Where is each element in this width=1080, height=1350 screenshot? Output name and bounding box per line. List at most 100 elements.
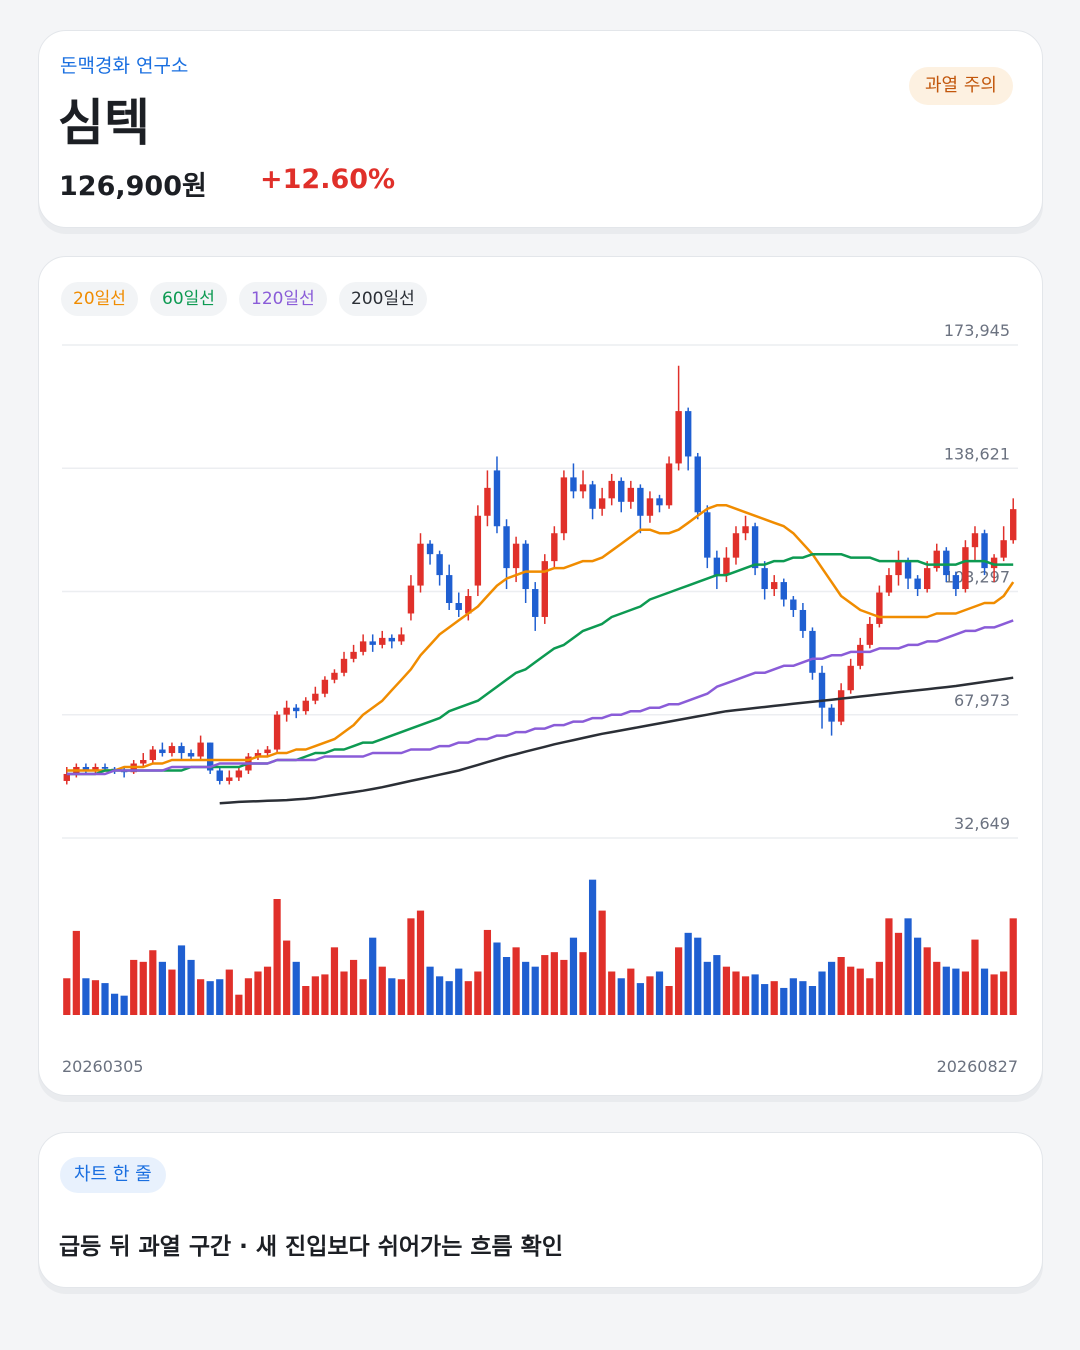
volume-bar [837,957,845,1015]
candle-body [159,749,166,754]
volume-bar [139,961,147,1015]
volume-bar [780,987,788,1015]
legend-item[interactable]: 60일선 [150,282,227,316]
candle-body [426,543,434,555]
volume-bar [646,976,654,1015]
candle-body [981,533,988,569]
volume-bar [617,978,625,1015]
candle-body [627,487,635,502]
volume-bar [321,974,329,1015]
volume-bar [502,957,511,1015]
candle-body [962,547,969,590]
volume-bar [990,974,998,1015]
volume-bar [120,995,128,1015]
volume-bar [474,971,482,1015]
candle-body [63,773,70,781]
candle-body [264,749,271,754]
candle-body [283,707,290,715]
volume-bar [1009,918,1017,1015]
volume-bar [560,959,568,1015]
volume-bar [388,978,396,1015]
candle-body [876,592,883,624]
candle-body [407,585,415,614]
candle-body [675,411,682,464]
volume-bar [216,979,224,1015]
volume-bar [292,961,300,1015]
candle-body [818,672,826,708]
candle-body [302,700,309,712]
candle-body [952,575,960,590]
candle-body [140,760,147,764]
candle-body [656,498,663,506]
candle-body [465,596,472,614]
candle-body [293,707,300,712]
candle-body [1000,540,1007,558]
volume-bar [522,961,530,1015]
legend-item[interactable]: 120일선 [239,282,327,316]
volume-bar [569,937,578,1015]
candle-body [990,557,998,569]
volume-bar [741,976,750,1015]
volume-bar [971,939,979,1015]
volume-bar [416,910,425,1015]
candle-body [914,578,921,590]
candle-body [512,543,520,569]
candle-body [809,630,816,673]
candle-body [579,484,587,492]
candle-body [388,637,396,642]
volume-bar [914,937,922,1015]
volume-bar [1000,971,1008,1015]
candle-body [971,533,979,548]
candle-body [331,672,338,680]
candle-body [732,533,740,558]
candle-body [866,623,874,645]
legend-item[interactable]: 200일선 [339,282,427,316]
volume-bar [531,966,539,1015]
volume-bar [789,978,797,1015]
candle-body [82,766,90,771]
header-card: 돈맥경화 연구소 심텍 126,900원 +12.60% 과열 주의 [38,30,1043,228]
candle-body [904,561,912,579]
candle-body [828,707,835,722]
candle-body [570,477,577,492]
volume-bar [923,947,931,1015]
candle-body [532,589,539,617]
y-tick-label: 138,621 [944,444,1010,463]
candle-body [665,463,673,506]
candle-body [187,753,195,757]
volume-bar [866,978,874,1015]
candle-body [350,651,357,659]
y-tick-label: 32,649 [954,814,1010,833]
ma-line [66,552,1014,776]
volume-bar [197,979,205,1015]
volume-bar [541,955,549,1015]
volume-bar [283,940,291,1015]
candle-body [445,575,453,604]
volume-bar [302,986,310,1015]
candle-body [522,543,529,590]
candle-body [799,609,807,631]
legend-item[interactable]: 20일선 [61,282,138,316]
x-start-label: 20260305 [62,1057,143,1076]
candle-body [885,575,893,593]
candle-body [847,665,854,691]
candle-body [933,550,940,569]
volume-bar [110,993,119,1015]
candle-body [598,498,606,509]
volume-bar [244,978,253,1015]
candle-body [751,526,759,569]
candle-body [551,533,558,562]
x-end-label: 20260827 [937,1057,1018,1076]
volume-bar [732,971,740,1015]
candle-body [254,753,262,757]
volume-bar [933,961,941,1015]
candle-body [436,554,443,576]
volume-bar [378,966,386,1015]
candle-body [943,550,950,576]
volume-bar [263,966,272,1015]
volume-bar [980,968,989,1015]
candle-body [340,658,348,673]
candle-body [474,515,482,586]
volume-bar [493,942,501,1015]
candle-body [206,742,214,771]
